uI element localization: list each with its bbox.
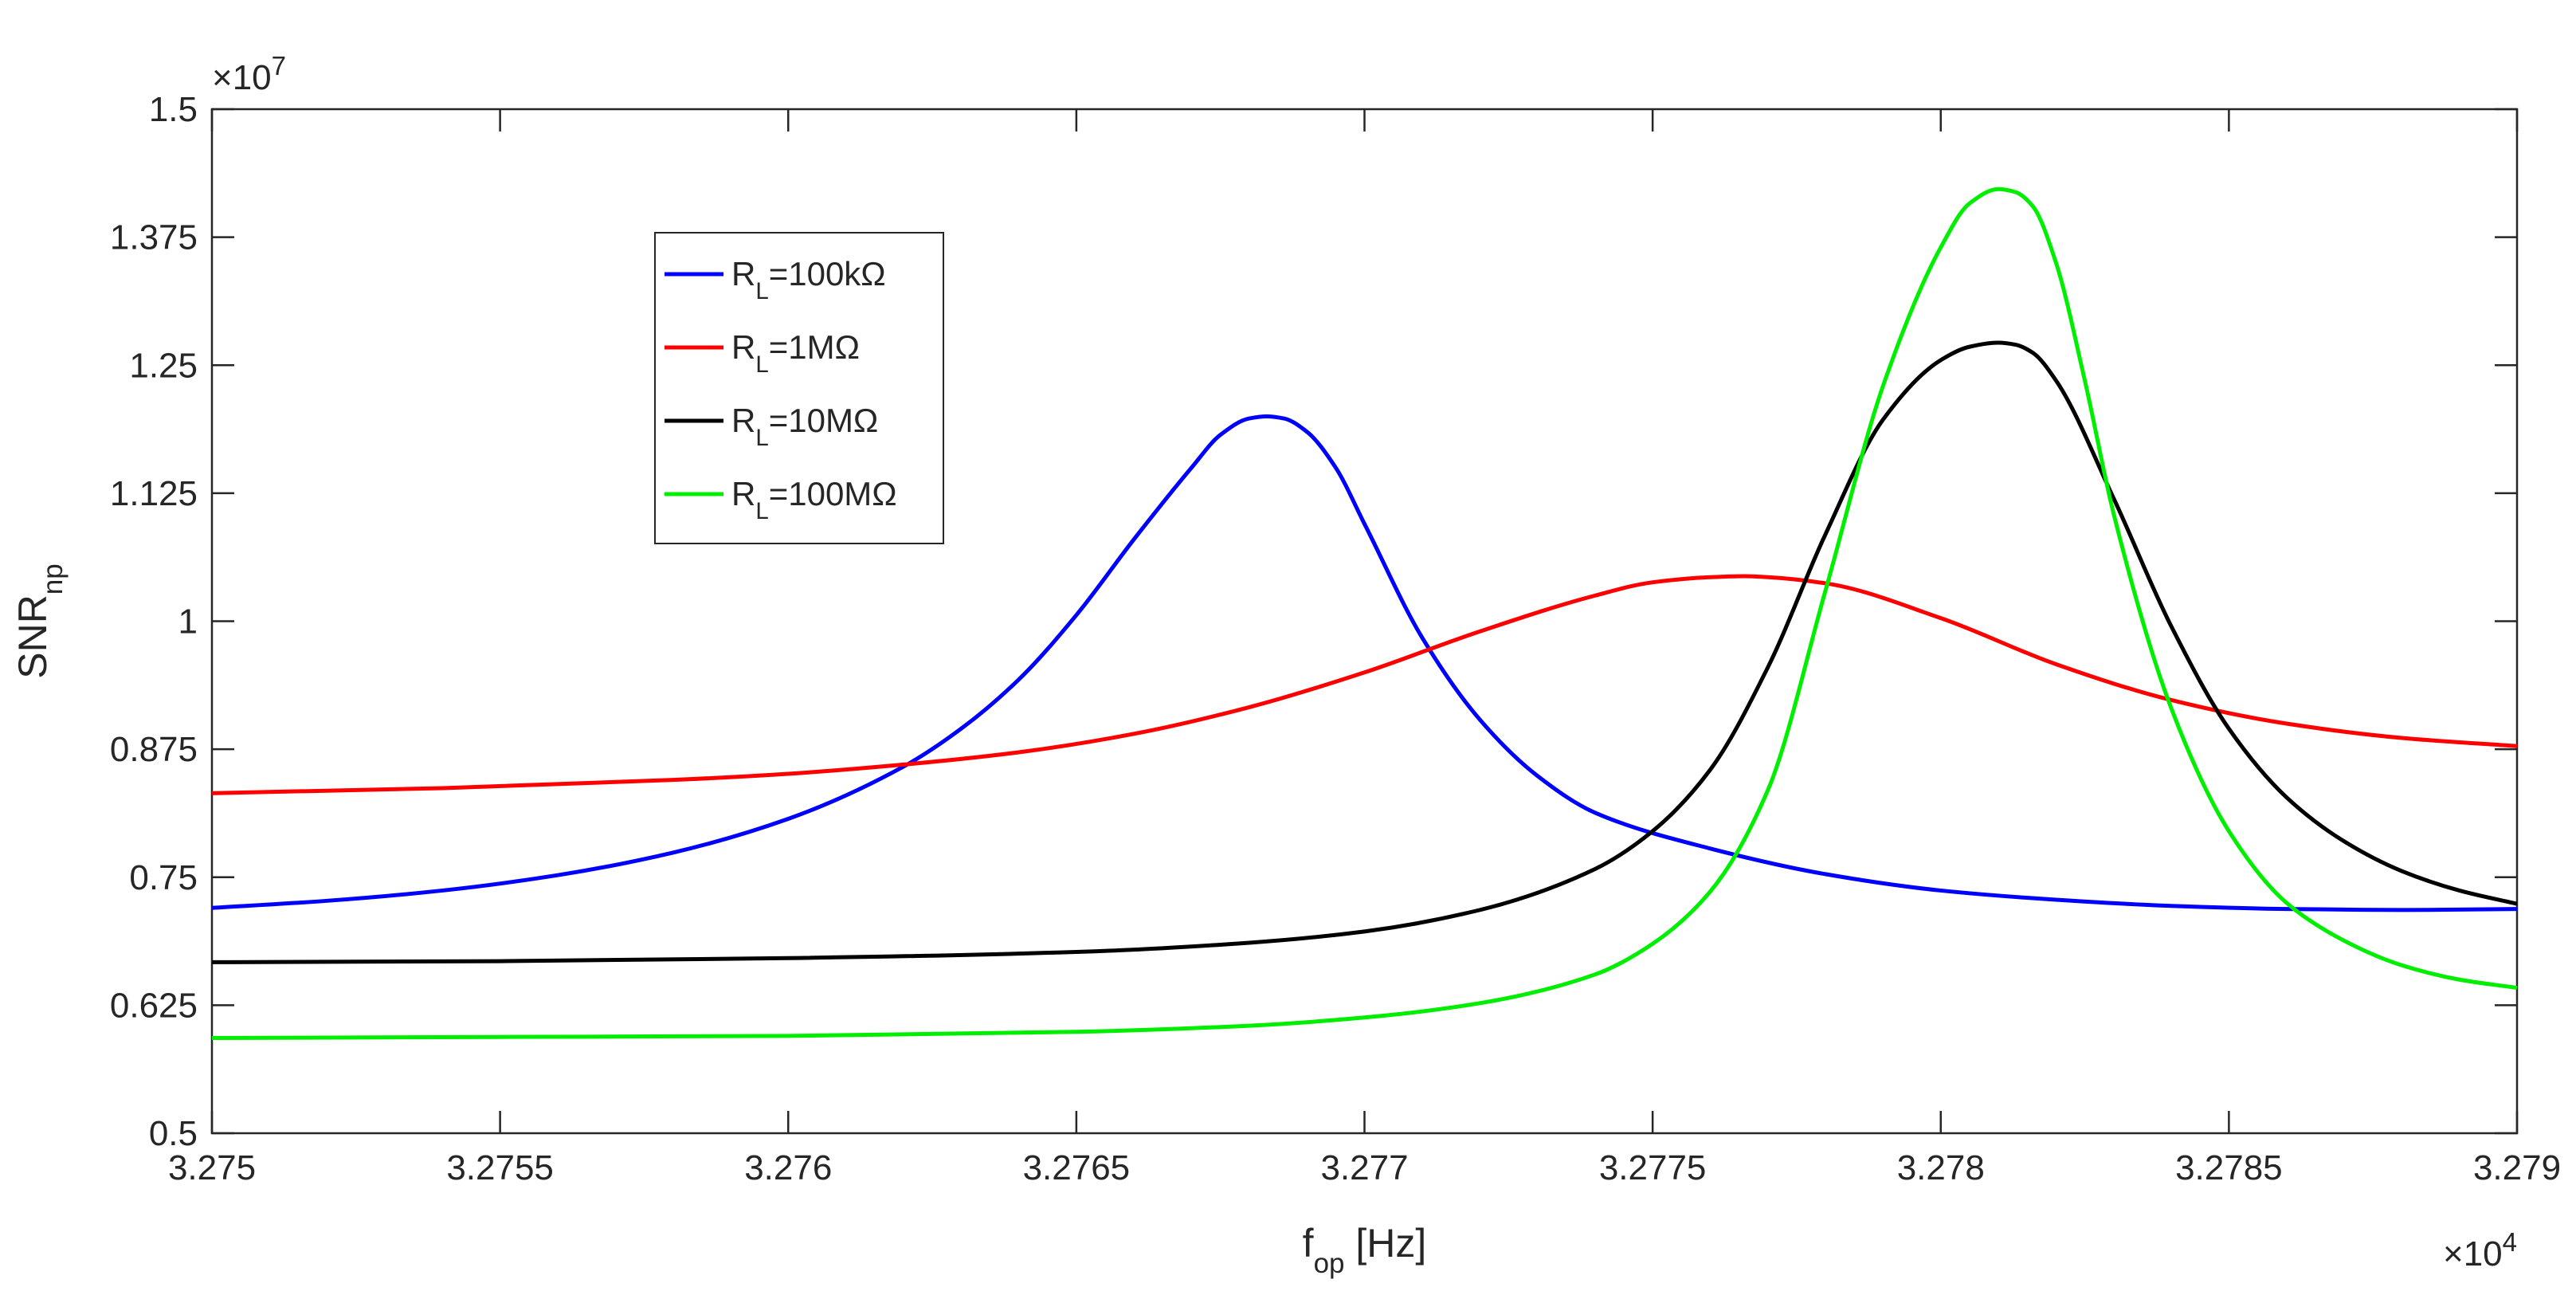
y-tick-label: 1 — [178, 602, 198, 642]
series-rl-10m-line — [212, 340, 2517, 964]
legend-label: RL=100MΩ — [731, 475, 897, 524]
x-axis-multiplier: ×104 — [2443, 1227, 2517, 1274]
series-rl-100m-line — [212, 186, 2517, 1040]
x-axis-label: fop [Hz] — [1303, 1221, 1427, 1279]
legend-label: RL=100kΩ — [731, 255, 886, 304]
x-tick-label: 3.2765 — [1023, 1148, 1131, 1187]
y-tick-label: 0.875 — [110, 730, 198, 769]
x-tick-label: 3.277 — [1320, 1148, 1408, 1187]
y-axis-label: SNRnp — [10, 563, 69, 679]
y-tick-label: 1.125 — [110, 474, 198, 513]
x-tick-label: 3.2775 — [1599, 1148, 1707, 1187]
x-tick-label: 3.276 — [744, 1148, 832, 1187]
x-tick-label: 3.275 — [168, 1148, 256, 1187]
series-rl-100k-line — [212, 414, 2517, 912]
y-tick-label: 0.625 — [110, 986, 198, 1025]
legend-label: RL=1MΩ — [731, 328, 860, 378]
x-tick-label: 3.2785 — [2175, 1148, 2283, 1187]
legend-label: RL=10MΩ — [731, 402, 878, 451]
y-axis-multiplier: ×107 — [212, 51, 286, 98]
plot-area — [210, 108, 2519, 1135]
y-tick-label: 0.5 — [149, 1114, 198, 1153]
x-tick-label: 3.2755 — [446, 1148, 554, 1187]
y-tick-label: 1.5 — [149, 90, 198, 129]
legend-box — [654, 232, 944, 544]
series-rl-1m-line — [212, 574, 2517, 795]
y-tick-label: 1.375 — [110, 218, 198, 257]
x-tick-label: 3.279 — [2473, 1148, 2561, 1187]
y-tick-label: 0.75 — [129, 858, 198, 897]
y-tick-label: 1.25 — [129, 346, 198, 385]
x-tick-label: 3.278 — [1897, 1148, 1985, 1187]
